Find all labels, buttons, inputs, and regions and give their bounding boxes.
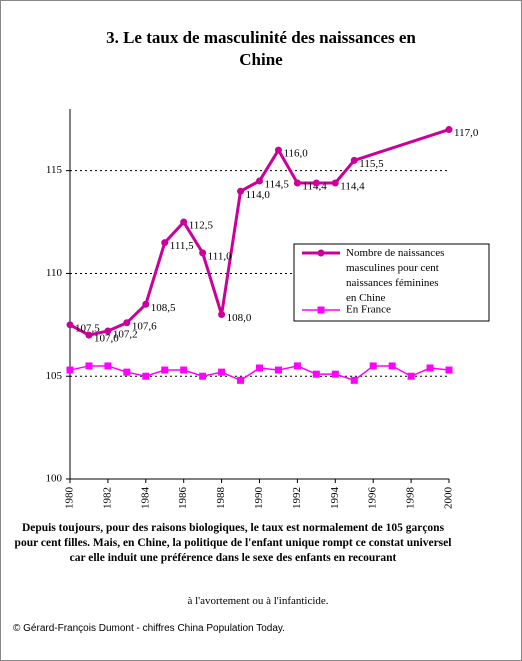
point	[312, 370, 320, 378]
point	[331, 179, 339, 187]
point	[218, 311, 226, 319]
point	[123, 368, 131, 376]
legend-label: Nombre de naissances masculines pour cent…	[346, 247, 444, 304]
data-label: 107,6	[132, 320, 157, 332]
data-label: 107,5	[75, 322, 100, 334]
data-label: 114,4	[340, 181, 365, 193]
point	[66, 366, 74, 374]
chart-title: 3. Le taux de masculinité des naissances…	[106, 28, 416, 69]
data-label: 107,0	[94, 333, 119, 345]
point	[237, 187, 245, 195]
data-label: 111,0	[208, 250, 232, 262]
legend-line-text: Nombre de naissances	[346, 247, 444, 259]
legend-line-text: naissances féminines	[346, 277, 439, 289]
x-tick-label: 2000	[443, 487, 455, 510]
data-label: 108,5	[151, 302, 176, 314]
point	[104, 362, 112, 370]
point	[274, 146, 282, 154]
chart: 3. Le taux de masculinité des naissances…	[46, 28, 490, 510]
point	[104, 327, 112, 335]
caption-end: à l'avortement ou à l'infanticide.	[187, 595, 329, 607]
point	[256, 177, 263, 185]
point	[180, 366, 188, 374]
data-label: 108,0	[227, 312, 252, 324]
data-label: 107,2	[113, 329, 138, 341]
title-line: Chine	[239, 50, 283, 69]
legend-line-text: en Chine	[346, 292, 386, 304]
x-tick-label: 1980	[64, 487, 76, 510]
legend-marker	[317, 249, 325, 257]
point	[142, 372, 150, 380]
x-tick-label: 1996	[367, 487, 379, 510]
x-tick-label: 1998	[405, 487, 417, 510]
point	[274, 366, 282, 374]
data-label: 114,0	[246, 189, 271, 201]
point	[142, 300, 150, 308]
data-label: 114,5	[265, 178, 290, 190]
y-tick-label: 115	[46, 164, 63, 176]
x-tick-label: 1988	[215, 487, 227, 510]
legend-label: En France	[346, 304, 391, 316]
data-label: 116,0	[283, 148, 308, 160]
data-label: 114,4	[302, 181, 327, 193]
legend-marker	[317, 306, 325, 314]
source: © Gérard-François Dumont - chiffres Chin…	[13, 623, 285, 634]
point	[331, 370, 339, 378]
data-label: 111,5	[170, 240, 194, 252]
y-tick-label: 100	[46, 473, 63, 485]
point	[388, 362, 396, 370]
point	[85, 362, 93, 370]
point	[218, 368, 226, 376]
point	[445, 366, 453, 374]
data-label: 117,0	[454, 127, 479, 139]
point	[180, 218, 188, 226]
point	[350, 376, 358, 384]
point	[123, 319, 131, 327]
title-line: 3. Le taux de masculinité des naissances…	[106, 28, 416, 47]
point	[161, 239, 169, 247]
data-label: 112,5	[189, 220, 214, 232]
x-tick-label: 1984	[139, 487, 151, 510]
point	[237, 376, 245, 384]
point	[445, 126, 453, 134]
y-tick-label: 110	[46, 267, 63, 279]
point	[312, 179, 320, 187]
legend-line-text: masculines pour cent	[346, 262, 439, 274]
point	[407, 372, 415, 380]
x-tick-label: 1990	[253, 487, 265, 510]
y-tick-label: 105	[46, 370, 63, 382]
data-label: 115,5	[359, 158, 384, 170]
point	[369, 362, 377, 370]
x-tick-label: 1994	[329, 487, 341, 510]
point	[426, 364, 434, 372]
point	[256, 364, 263, 372]
x-tick-label: 1992	[291, 487, 303, 509]
point	[199, 372, 207, 380]
point	[199, 249, 207, 257]
point	[85, 331, 93, 339]
x-tick-label: 1986	[177, 487, 189, 510]
legend-box	[293, 243, 490, 322]
point	[350, 156, 358, 164]
point	[293, 362, 301, 370]
point	[293, 179, 301, 187]
point	[66, 321, 74, 329]
point	[161, 366, 169, 374]
x-tick-label: 1982	[101, 487, 113, 509]
caption: Depuis toujours, pour des raisons biolog…	[14, 522, 452, 564]
